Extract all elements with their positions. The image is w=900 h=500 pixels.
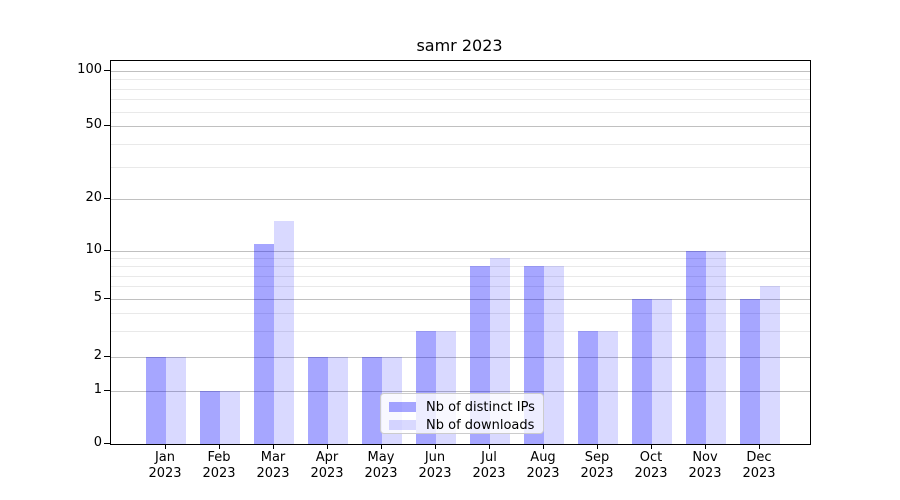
legend-item-distinct-ips: Nb of distinct IPs <box>389 399 535 415</box>
bar-feb-distinct-ips <box>200 391 220 444</box>
x-tick-label-mar: Mar 2023 <box>256 450 290 481</box>
x-tick-feb <box>219 444 220 449</box>
x-tick-label-apr: Apr 2023 <box>310 450 344 481</box>
x-tick-sep <box>597 444 598 449</box>
gridline-major-y10 <box>111 251 810 252</box>
x-tick-dec <box>759 444 760 449</box>
y-tick-label-50: 50 <box>85 117 102 132</box>
gridline-minor-y9 <box>111 258 810 259</box>
gridline-major-y2 <box>111 357 810 358</box>
y-tick-label-1: 1 <box>93 382 102 397</box>
y-tick-1 <box>104 390 110 391</box>
gridline-minor-y3 <box>111 331 810 332</box>
x-tick-jan <box>165 444 166 449</box>
gridline-minor-y8 <box>111 266 810 267</box>
y-tick-label-10: 10 <box>85 242 102 257</box>
bar-dec-distinct-ips <box>740 299 760 444</box>
legend: Nb of distinct IPs Nb of downloads <box>380 393 544 434</box>
gridline-minor-y7 <box>111 276 810 277</box>
bar-jan-downloads <box>166 357 186 444</box>
x-tick-nov <box>705 444 706 449</box>
y-tick-label-2: 2 <box>93 348 102 363</box>
bar-nov-distinct-ips <box>686 251 706 444</box>
y-tick-5 <box>104 298 110 299</box>
y-tick-label-100: 100 <box>77 62 102 77</box>
x-tick-label-oct: Oct 2023 <box>634 450 668 481</box>
x-tick-label-sep: Sep 2023 <box>580 450 614 481</box>
y-tick-100 <box>104 70 110 71</box>
bar-jan-distinct-ips <box>146 357 166 444</box>
gridline-major-y20 <box>111 199 810 200</box>
bar-aug-downloads <box>544 266 564 444</box>
bar-may-distinct-ips <box>362 357 382 444</box>
bar-apr-downloads <box>328 357 348 444</box>
x-tick-label-feb: Feb 2023 <box>202 450 236 481</box>
y-tick-50 <box>104 125 110 126</box>
bar-mar-distinct-ips <box>254 244 274 444</box>
chart-title: samr 2023 <box>416 36 503 55</box>
bar-oct-distinct-ips <box>632 299 652 444</box>
x-tick-label-aug: Aug 2023 <box>526 450 560 481</box>
gridline-major-y1 <box>111 391 810 392</box>
plot-area: Nb of distinct IPs Nb of downloads <box>110 60 811 445</box>
gridline-minor-y60 <box>111 112 810 113</box>
y-tick-label-20: 20 <box>85 190 102 205</box>
x-tick-label-jul: Jul 2023 <box>472 450 506 481</box>
bar-mar-downloads <box>274 221 294 444</box>
gridline-minor-y4 <box>111 313 810 314</box>
gridline-minor-y40 <box>111 144 810 145</box>
x-tick-label-nov: Nov 2023 <box>688 450 722 481</box>
x-tick-may <box>381 444 382 449</box>
y-tick-label-0: 0 <box>93 435 102 450</box>
x-tick-jun <box>435 444 436 449</box>
gridline-minor-y70 <box>111 99 810 100</box>
bar-sep-distinct-ips <box>578 331 598 444</box>
gridline-minor-y6 <box>111 286 810 287</box>
bar-nov-downloads <box>706 251 726 444</box>
legend-swatch-downloads-icon <box>389 420 416 430</box>
x-tick-apr <box>327 444 328 449</box>
x-tick-label-dec: Dec 2023 <box>742 450 776 481</box>
y-tick-label-5: 5 <box>93 290 102 305</box>
x-tick-oct <box>651 444 652 449</box>
x-tick-label-jun: Jun 2023 <box>418 450 452 481</box>
x-tick-label-jan: Jan 2023 <box>148 450 182 481</box>
gridline-minor-y90 <box>111 79 810 80</box>
x-tick-label-may: May 2023 <box>364 450 398 481</box>
legend-label-downloads: Nb of downloads <box>426 417 535 433</box>
gridline-major-y50 <box>111 126 810 127</box>
gridline-minor-y80 <box>111 89 810 90</box>
y-tick-2 <box>104 356 110 357</box>
y-tick-0 <box>104 443 110 444</box>
x-tick-aug <box>543 444 544 449</box>
legend-item-downloads: Nb of downloads <box>389 417 535 433</box>
gridline-minor-y30 <box>111 167 810 168</box>
x-tick-mar <box>273 444 274 449</box>
bar-dec-downloads <box>760 286 780 444</box>
bar-oct-downloads <box>652 299 672 444</box>
gridline-major-y5 <box>111 299 810 300</box>
y-tick-10 <box>104 250 110 251</box>
y-tick-20 <box>104 198 110 199</box>
legend-label-distinct-ips: Nb of distinct IPs <box>426 399 535 415</box>
legend-swatch-distinct-ips-icon <box>389 402 416 412</box>
gridline-major-y100 <box>111 71 810 72</box>
bar-feb-downloads <box>220 391 240 444</box>
bar-sep-downloads <box>598 331 618 444</box>
x-tick-jul <box>489 444 490 449</box>
bar-apr-distinct-ips <box>308 357 328 444</box>
